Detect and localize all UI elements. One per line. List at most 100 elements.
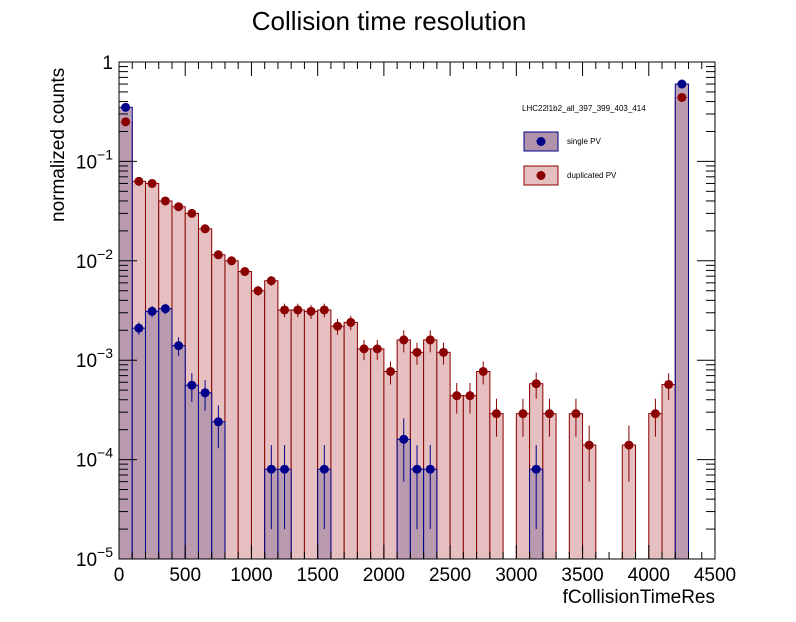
histogram-bar: [197, 392, 213, 560]
data-point: [425, 335, 435, 345]
histogram-bar: [476, 370, 491, 560]
data-point: [333, 321, 343, 331]
data-point: [544, 409, 554, 419]
x-tick-label: 4500: [694, 565, 736, 586]
data-point: [200, 224, 210, 234]
legend-label: single PV: [567, 137, 601, 146]
series-single-pv-points: [121, 79, 687, 530]
legend: LHC22l1b2_all_397_399_403_414 single PV d…: [522, 104, 646, 186]
data-point: [465, 391, 475, 401]
data-point: [399, 434, 409, 444]
data-point: [280, 464, 290, 474]
histogram-bar: [330, 325, 345, 560]
legend-label: duplicated PV: [567, 171, 617, 180]
y-tick-label: 10−1: [76, 146, 113, 173]
data-point: [319, 305, 329, 315]
data-point: [438, 347, 448, 357]
chart-title: Collision time resolution: [252, 6, 527, 36]
histogram-bar: [158, 308, 173, 560]
histogram-bar: [462, 395, 478, 560]
plot-frame: [118, 61, 716, 560]
data-point: [147, 306, 157, 316]
data-point: [213, 417, 223, 427]
legend-marker: [536, 137, 546, 146]
data-point: [134, 176, 144, 186]
data-point: [452, 391, 462, 401]
y-tick-label: 10−2: [76, 246, 113, 273]
series-duplicated-pv-points: [121, 92, 687, 482]
data-point: [359, 344, 369, 354]
y-axis-title: normalized counts: [48, 68, 69, 222]
data-point: [174, 341, 184, 351]
data-point: [187, 208, 197, 218]
x-axis: 0 500 1000 1500 2000 2500 3000 3500 4000 4500: [114, 62, 736, 586]
data-point: [491, 409, 501, 419]
histogram-bar: [184, 384, 199, 560]
histogram-bar: [290, 309, 305, 560]
data-point: [253, 286, 263, 296]
data-point: [319, 464, 329, 474]
data-point: [280, 305, 290, 315]
data-point: [306, 306, 316, 316]
data-point: [200, 388, 210, 398]
data-point: [584, 440, 594, 450]
data-point: [160, 196, 170, 206]
data-point: [650, 409, 660, 419]
histogram-bar: [383, 370, 398, 560]
data-point: [425, 464, 435, 474]
data-point: [121, 117, 131, 127]
histogram-bar: [674, 83, 690, 560]
histogram-bar: [118, 106, 133, 560]
data-point: [399, 335, 409, 345]
histogram-bar: [436, 351, 451, 560]
data-point: [677, 92, 687, 102]
data-point: [624, 440, 634, 450]
y-tick-label: 10−4: [76, 445, 113, 472]
data-point: [121, 102, 131, 112]
data-point: [266, 276, 276, 286]
histogram-bar: [171, 345, 186, 560]
data-point: [174, 202, 184, 212]
x-tick-label: 1500: [297, 565, 339, 586]
legend-marker: [536, 171, 546, 180]
x-tick-label: 3000: [495, 565, 537, 586]
histogram-bar: [449, 395, 464, 560]
x-axis-title: fCollisionTimeRes: [563, 587, 715, 608]
x-tick-label: 500: [169, 565, 201, 586]
histogram-bar: [250, 290, 266, 560]
x-tick-label: 1000: [230, 565, 272, 586]
data-point: [134, 323, 144, 333]
x-tick-label: 0: [114, 565, 125, 586]
data-point: [187, 380, 197, 390]
x-tick-label: 2000: [363, 565, 405, 586]
data-point: [531, 464, 541, 474]
data-point: [346, 317, 356, 327]
data-point: [677, 79, 687, 89]
histogram-bar: [237, 271, 252, 560]
data-point: [147, 178, 157, 188]
data-point: [412, 347, 422, 357]
x-tick-label: 4000: [628, 565, 670, 586]
x-tick-label: 3500: [561, 565, 603, 586]
histogram-bar: [224, 260, 239, 560]
histogram-bar: [356, 348, 372, 560]
data-point: [412, 464, 422, 474]
data-point: [664, 379, 674, 389]
histogram-bar: [661, 383, 676, 560]
data-point: [266, 464, 276, 474]
y-axis: 1 10−1 10−2 10−3 10−4 10−5: [76, 53, 715, 571]
data-point: [213, 250, 223, 260]
histogram-bar: [131, 327, 146, 560]
histogram-bar: [370, 348, 385, 560]
data-point: [571, 409, 581, 419]
data-point: [372, 344, 382, 354]
data-point: [478, 366, 488, 376]
y-tick-label: 10−3: [76, 345, 113, 372]
y-tick-label: 10−5: [76, 544, 113, 571]
data-point: [386, 366, 396, 376]
y-tick-label: 1: [102, 53, 113, 74]
data-point: [160, 304, 170, 314]
data-point: [227, 256, 237, 266]
x-tick-label: 2500: [429, 565, 471, 586]
